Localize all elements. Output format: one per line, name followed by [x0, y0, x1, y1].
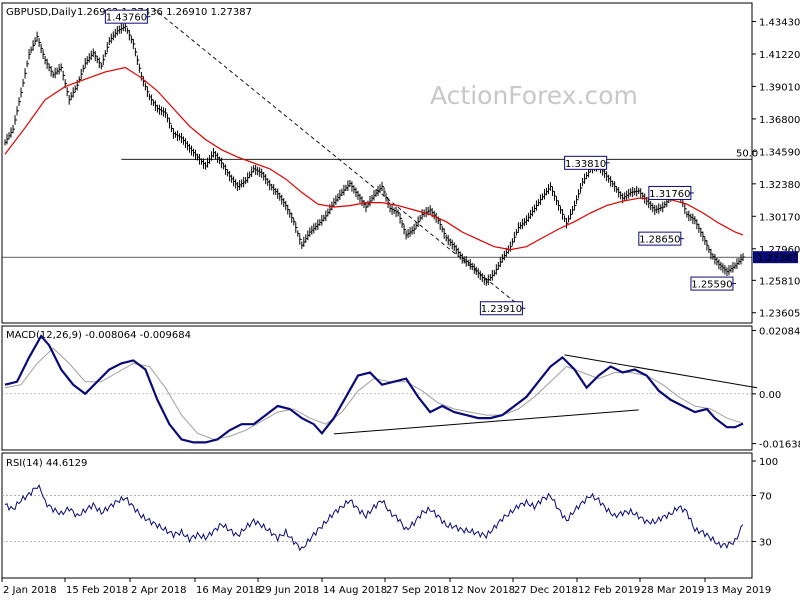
date-tick-label: 12 Feb 2019 — [578, 585, 640, 596]
rsi-label: RSI(14) 44.6129 — [6, 458, 87, 469]
price-label-text: 1.25590 — [691, 280, 732, 291]
macd-resistance-line — [564, 354, 758, 389]
date-axis: 2 Jan 2018 15 Feb 2018 2 Apr 2018 16 May 20… — [1, 578, 771, 596]
rsi-tick-label: 100 — [759, 457, 778, 468]
price-label-text: 1.33810 — [565, 159, 606, 170]
price-tick-label: 1.34590 — [759, 147, 800, 158]
price-label-text: 1.28650 — [639, 235, 680, 246]
price-label: 1.25590 — [690, 276, 736, 291]
price-label-text: 1.23910 — [481, 304, 522, 315]
price-tick-label: 1.30170 — [759, 212, 800, 223]
price-tick-label: 1.41220 — [759, 50, 800, 61]
moving-average — [4, 66, 744, 251]
price-label: 1.23910 — [479, 301, 526, 316]
rsi-panel-frame — [1, 452, 753, 579]
rsi-tick-label: 30 — [759, 538, 772, 549]
date-tick-label: 12 Nov 2018 — [451, 585, 515, 596]
current-price-tag — [753, 251, 798, 264]
chart-symbol: GBPUSD,Daily — [6, 7, 77, 18]
date-tick-label: 2 Apr 2018 — [131, 585, 186, 596]
date-tick-label: 15 Feb 2018 — [66, 585, 128, 596]
price-labels: 1.43760 1.23910 1.33810 1.31760 1.28650 1.255… — [104, 9, 736, 316]
macd-plot — [2, 334, 758, 444]
macd-tick-label: 0.00 — [759, 390, 781, 401]
price-bars — [4, 21, 745, 286]
price-tick-label: 1.27960 — [759, 245, 800, 256]
dashed-trend-line — [153, 8, 523, 309]
macd-tick-label: -0.016389 — [759, 440, 800, 451]
price-panel-frame — [1, 2, 753, 324]
price-label: 1.43760 — [104, 9, 151, 24]
macd-tick-label: 0.020848 — [759, 326, 800, 337]
rsi-plot — [2, 483, 752, 552]
ohlc-readout: 1.26962 1.27436 1.26910 1.27387 — [77, 7, 252, 18]
price-label-text: 1.43760 — [106, 13, 147, 24]
rsi-line — [4, 483, 744, 552]
current-price-label: 1.27387 — [757, 253, 798, 264]
macd-axis: 0.020848 0.00 -0.016389 — [752, 326, 800, 451]
macd-support-line — [333, 409, 639, 435]
price-label: 1.31760 — [648, 185, 694, 200]
macd-signal-line — [4, 347, 744, 440]
price-label: 1.28650 — [638, 231, 684, 246]
rsi-tick-label: 70 — [759, 492, 772, 503]
date-tick-label: 28 Mar 2019 — [641, 585, 704, 596]
date-tick-label: 27 Sep 2018 — [386, 585, 449, 596]
price-tick-label: 1.39010 — [759, 82, 800, 93]
watermark: ActionForex.com — [430, 81, 638, 110]
price-tick-label: 1.32380 — [759, 180, 800, 191]
date-tick-label: 2 Jan 2018 — [3, 585, 57, 596]
rsi-axis: 100 70 30 — [752, 457, 778, 549]
price-tick-label: 1.25810 — [759, 276, 800, 287]
price-tick-label: 1.43430 — [759, 18, 800, 29]
macd-label: MACD(12,26,9) -0.008064 -0.009684 — [6, 330, 191, 341]
price-tick-label: 1.23605 — [759, 309, 800, 320]
price-label-text: 1.31760 — [649, 189, 690, 200]
price-tick-label: 1.36800 — [759, 115, 800, 126]
date-tick-label: 16 May 2018 — [196, 585, 261, 596]
macd-line — [4, 334, 744, 444]
date-tick-label: 14 Aug 2018 — [323, 585, 387, 596]
date-tick-label: 27 Dec 2018 — [514, 585, 578, 596]
price-axis: 1.43430 1.41220 1.39010 1.36800 1.34590 1.323… — [752, 18, 800, 320]
date-tick-label: 29 Jun 2018 — [259, 585, 319, 596]
macd-panel-frame — [1, 325, 753, 451]
fib-50-label: 50.0 — [736, 148, 758, 159]
price-label: 1.33810 — [564, 155, 610, 170]
moving-average-line — [4, 66, 744, 251]
price-reference-lines: 50.0 — [2, 8, 758, 309]
date-tick-label: 13 May 2019 — [706, 585, 771, 596]
